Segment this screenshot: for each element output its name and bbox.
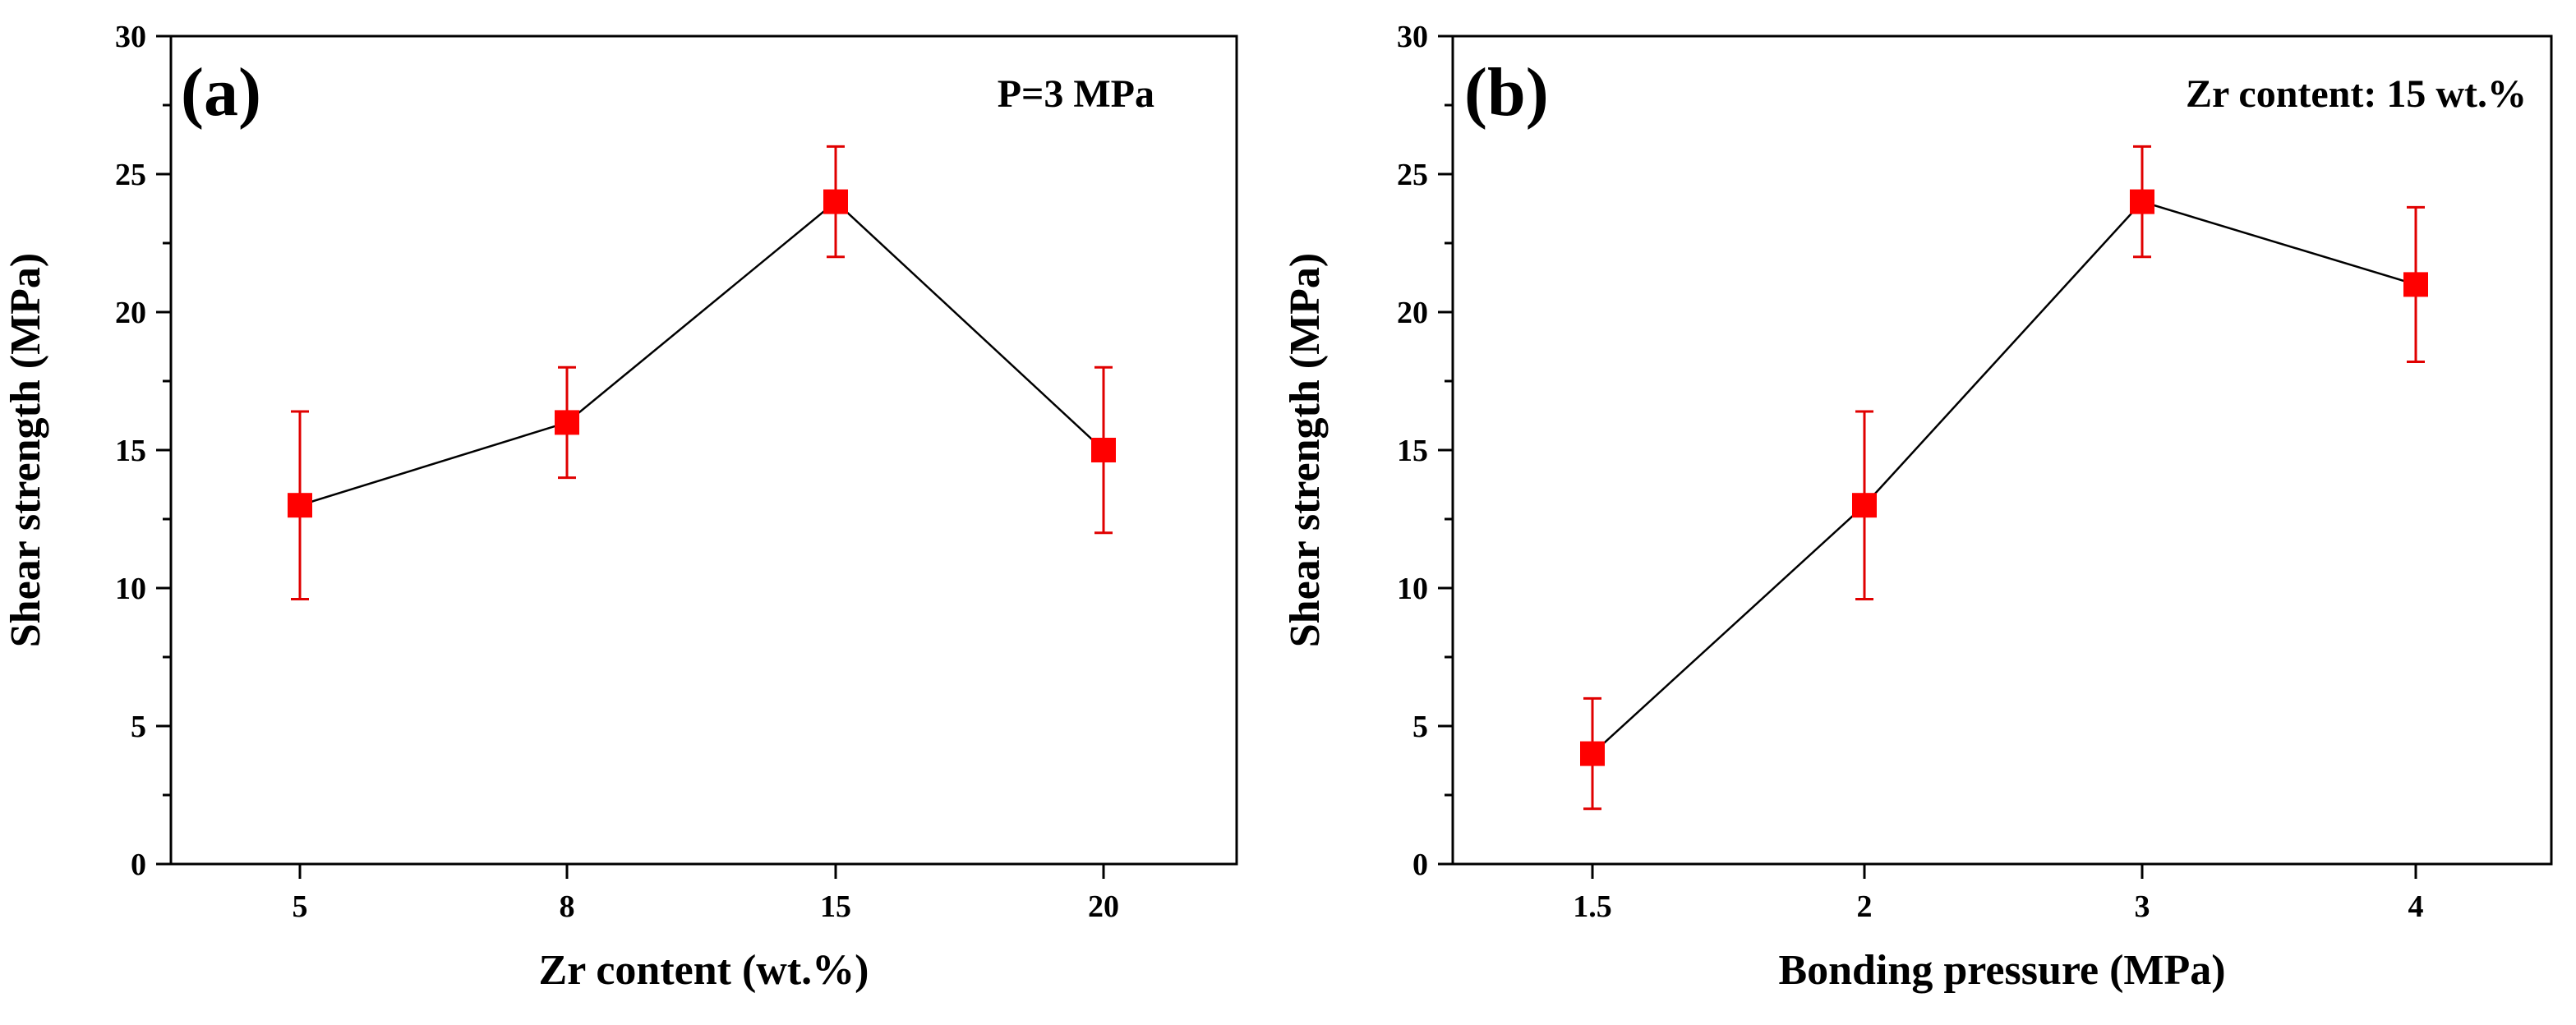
panel-a-data-point xyxy=(288,493,312,518)
panel-a-y-tick-label: 15 xyxy=(115,434,146,468)
panel-a-data-point xyxy=(555,410,579,435)
panel-b-y-tick-label: 5 xyxy=(1412,710,1428,744)
panel-b-x-tick-label: 3 xyxy=(2135,889,2150,924)
panel-a-data-point xyxy=(823,189,848,214)
panel-b-x-axis-title: Bonding pressure (MPa) xyxy=(1778,947,2225,994)
panel-b-y-tick-label: 30 xyxy=(1397,20,1428,54)
panel-a-y-tick-label: 30 xyxy=(115,20,146,54)
panel-b-x-tick-label: 4 xyxy=(2408,889,2424,924)
panel-b-annotation: Zr content: 15 wt.% xyxy=(2186,72,2527,116)
panel-a-x-tick-label: 20 xyxy=(1088,889,1119,924)
panel-b-y-tick-label: 10 xyxy=(1397,572,1428,606)
panel-a-x-tick-label: 8 xyxy=(560,889,575,924)
panel-b-y-axis-title: Shear strength (MPa) xyxy=(1282,253,1329,647)
panel-b-x-tick-label: 2 xyxy=(1857,889,1873,924)
panel-a-data-point xyxy=(1091,438,1116,462)
panel-a-y-tick-label: 5 xyxy=(131,710,146,744)
panel-b-data-point xyxy=(1852,493,1877,518)
panel-a-annotation: P=3 MPa xyxy=(998,72,1154,116)
panel-a-y-tick-label: 25 xyxy=(115,158,146,192)
panel-a-chart: 0 5 10 15 20 25 30 5 8 15 20 Zr content (wt.%) Shear… xyxy=(2,20,1238,994)
panel-b-y-tick-label: 15 xyxy=(1397,434,1428,468)
panel-b-panel-label: (b) xyxy=(1464,54,1549,131)
panel-a-x-axis-title: Zr content (wt.%) xyxy=(539,947,869,994)
panel-b-chart: 0 5 10 15 20 25 30 1.5 2 3 4 Bonding pressure (MPa)… xyxy=(1282,20,2553,994)
panel-a-x-tick-label: 15 xyxy=(820,889,851,924)
panel-a-y-axis-title: Shear strength (MPa) xyxy=(2,253,49,647)
panel-a-plot-frame xyxy=(169,34,1238,866)
panel-b-data-point xyxy=(1580,741,1605,766)
panel-b-y-tick-label: 25 xyxy=(1397,158,1428,192)
panel-a-y-tick-label: 0 xyxy=(131,848,146,882)
panel-b-x-tick-label: 1.5 xyxy=(1573,889,1612,924)
panel-a-series-line xyxy=(299,200,1104,507)
panel-b-plot-frame xyxy=(1451,34,2553,866)
panel-a-x-tick-label: 5 xyxy=(293,889,308,924)
panel-a-y-tick-label: 20 xyxy=(115,296,146,330)
panel-a-y-tick-label: 10 xyxy=(115,572,146,606)
panel-b-data-point xyxy=(2130,189,2154,214)
panel-b-series-line xyxy=(1592,200,2417,755)
panel-b-y-tick-label: 0 xyxy=(1412,848,1428,882)
panel-b-y-tick-label: 20 xyxy=(1397,296,1428,330)
panel-b-data-point xyxy=(2403,272,2428,297)
panel-a-panel-label: (a) xyxy=(181,54,261,131)
